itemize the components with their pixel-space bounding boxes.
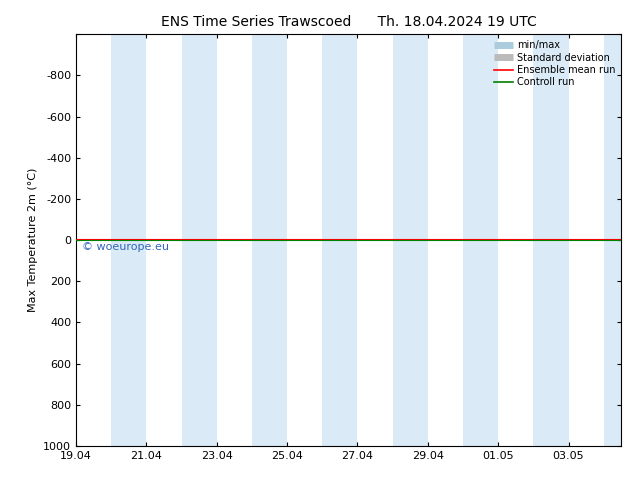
Bar [604, 34, 621, 446]
Text: © woeurope.eu: © woeurope.eu [82, 242, 169, 252]
Title: ENS Time Series Trawscoed      Th. 18.04.2024 19 UTC: ENS Time Series Trawscoed Th. 18.04.2024… [161, 15, 536, 29]
Legend: min/max, Standard deviation, Ensemble mean run, Controll run: min/max, Standard deviation, Ensemble me… [491, 37, 618, 90]
Bar [533, 34, 569, 446]
Y-axis label: Max Temperature 2m (°C): Max Temperature 2m (°C) [28, 168, 37, 312]
Bar [392, 34, 428, 446]
Bar [463, 34, 498, 446]
Bar [252, 34, 287, 446]
Bar [181, 34, 217, 446]
Bar [111, 34, 146, 446]
Bar [322, 34, 358, 446]
